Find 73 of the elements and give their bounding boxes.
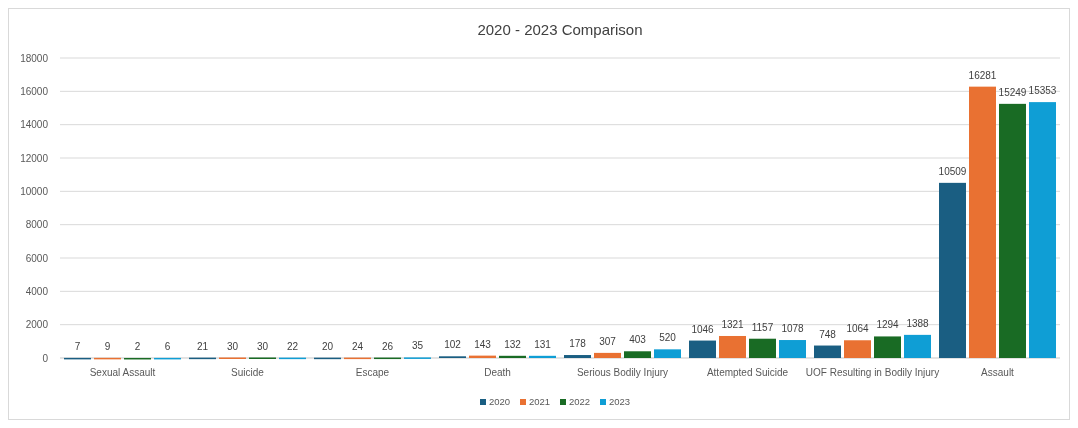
y-tick-label: 10000 [20, 185, 49, 197]
data-label: 7 [74, 340, 81, 352]
data-label: 20 [321, 340, 334, 352]
bar [969, 86, 996, 358]
y-tick-label: 0 [42, 352, 49, 364]
bar [594, 352, 621, 358]
data-label: 24 [351, 340, 364, 352]
data-label: 1078 [781, 323, 805, 335]
data-label: 520 [659, 332, 677, 344]
data-label: 1157 [751, 321, 774, 333]
data-label: 9 [104, 340, 111, 352]
chart-title: 2020 - 2023 Comparison [477, 21, 643, 38]
data-label: 2 [134, 340, 141, 352]
y-tick-label: 4000 [25, 285, 49, 297]
bar [814, 345, 841, 358]
bar [749, 338, 776, 358]
y-tick-label: 2000 [25, 319, 49, 331]
x-tick-label: Death [484, 367, 511, 378]
data-label: 1064 [846, 323, 870, 335]
y-tick-label: 14000 [20, 119, 49, 131]
data-label: 102 [444, 339, 462, 351]
bar [939, 182, 966, 358]
y-tick-label: 18000 [20, 52, 49, 64]
bar [999, 103, 1026, 358]
bar [689, 340, 716, 358]
x-tick-label: Assault [981, 367, 1015, 378]
x-tick-label: Escape [355, 367, 390, 378]
data-label: 1388 [906, 317, 930, 329]
bar [874, 336, 901, 358]
y-tick-label: 8000 [25, 219, 49, 231]
y-tick-label: 6000 [25, 252, 49, 264]
bar [624, 351, 651, 358]
data-label: 22 [286, 340, 299, 352]
data-label: 403 [629, 334, 647, 346]
data-label: 21 [196, 340, 209, 352]
data-label: 10509 [938, 165, 967, 177]
x-tick-label: UOF Resulting in Bodily Injury [805, 367, 940, 378]
data-label: 132 [504, 338, 522, 350]
data-label: 1294 [876, 319, 900, 331]
data-label: 748 [819, 328, 837, 340]
data-label: 1046 [691, 323, 715, 335]
data-label: 15353 [1028, 85, 1057, 97]
x-tick-label: Serious Bodily Injury [576, 367, 669, 378]
bar [564, 355, 591, 358]
bar [1029, 102, 1056, 358]
data-label: 178 [569, 338, 587, 350]
x-tick-label: Attempted Suicide [706, 367, 789, 378]
legend-label: 2023 [609, 396, 631, 408]
legend-label: 2020 [489, 396, 511, 408]
data-label: 26 [381, 340, 394, 352]
data-label: 35 [411, 340, 424, 352]
data-label: 143 [474, 338, 492, 350]
data-label: 30 [226, 340, 239, 352]
data-label: 307 [599, 335, 617, 347]
bar [529, 355, 556, 358]
x-tick-label: Suicide [231, 367, 265, 378]
legend-label: 2021 [529, 396, 551, 408]
legend-label: 2022 [569, 396, 591, 408]
bar [844, 340, 871, 358]
data-label: 30 [256, 340, 269, 352]
bar [499, 355, 526, 358]
data-label: 16281 [968, 69, 997, 81]
data-label: 6 [164, 340, 171, 352]
x-tick-label: Sexual Assault [89, 367, 156, 378]
y-tick-label: 12000 [20, 152, 49, 164]
bar [654, 349, 681, 358]
bar [904, 334, 931, 358]
data-label: 1321 [721, 318, 745, 330]
bar [719, 335, 746, 358]
bar [779, 340, 806, 358]
data-label: 15249 [998, 86, 1027, 98]
y-tick-label: 16000 [20, 85, 49, 97]
data-label: 131 [534, 338, 552, 350]
